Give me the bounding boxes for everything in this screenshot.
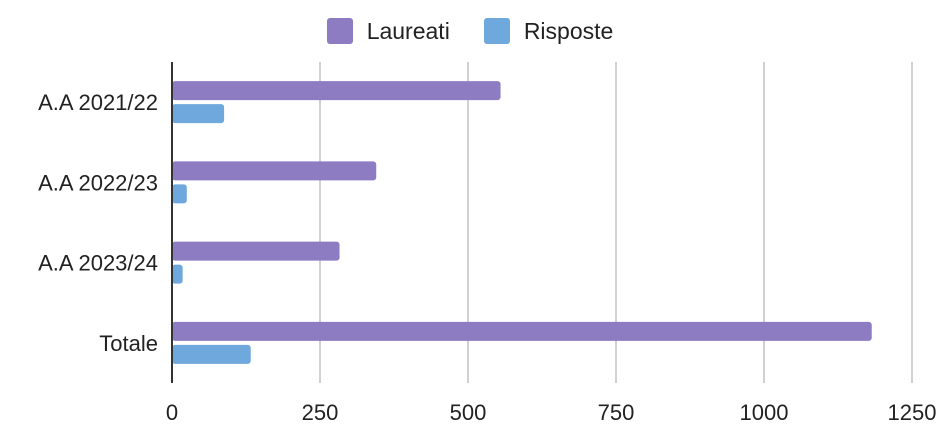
legend-swatch-risposte (483, 18, 510, 44)
x-tick-label: 250 (302, 400, 339, 425)
bar-laureati (172, 241, 340, 261)
bar-risposte (172, 184, 187, 204)
y-category-label: A.A 2022/23 (38, 170, 158, 195)
bar-risposte (172, 344, 251, 364)
x-tick-label: 1250 (888, 400, 937, 425)
y-category-label: Totale (99, 331, 158, 356)
y-category-label: A.A 2021/22 (38, 90, 158, 115)
x-tick-label: 500 (450, 400, 487, 425)
x-tick-label: 0 (166, 400, 178, 425)
legend-label-risposte: Risposte (523, 17, 614, 44)
legend-swatch-laureati (326, 18, 353, 44)
y-category-label: A.A 2023/24 (38, 251, 158, 276)
bar-risposte (172, 104, 225, 124)
bar-laureati (172, 321, 872, 341)
legend-item-laureati[interactable]: Laureati (326, 17, 450, 45)
x-tick-label: 1000 (740, 400, 789, 425)
bar-laureati (172, 161, 377, 181)
bar-laureati (172, 81, 501, 101)
legend-item-risposte[interactable]: Risposte (483, 17, 614, 45)
chart-legend: Laureati Risposte (0, 16, 940, 46)
bar-risposte (172, 264, 183, 284)
x-tick-label: 750 (598, 400, 635, 425)
legend-label-laureati: Laureati (366, 17, 450, 44)
